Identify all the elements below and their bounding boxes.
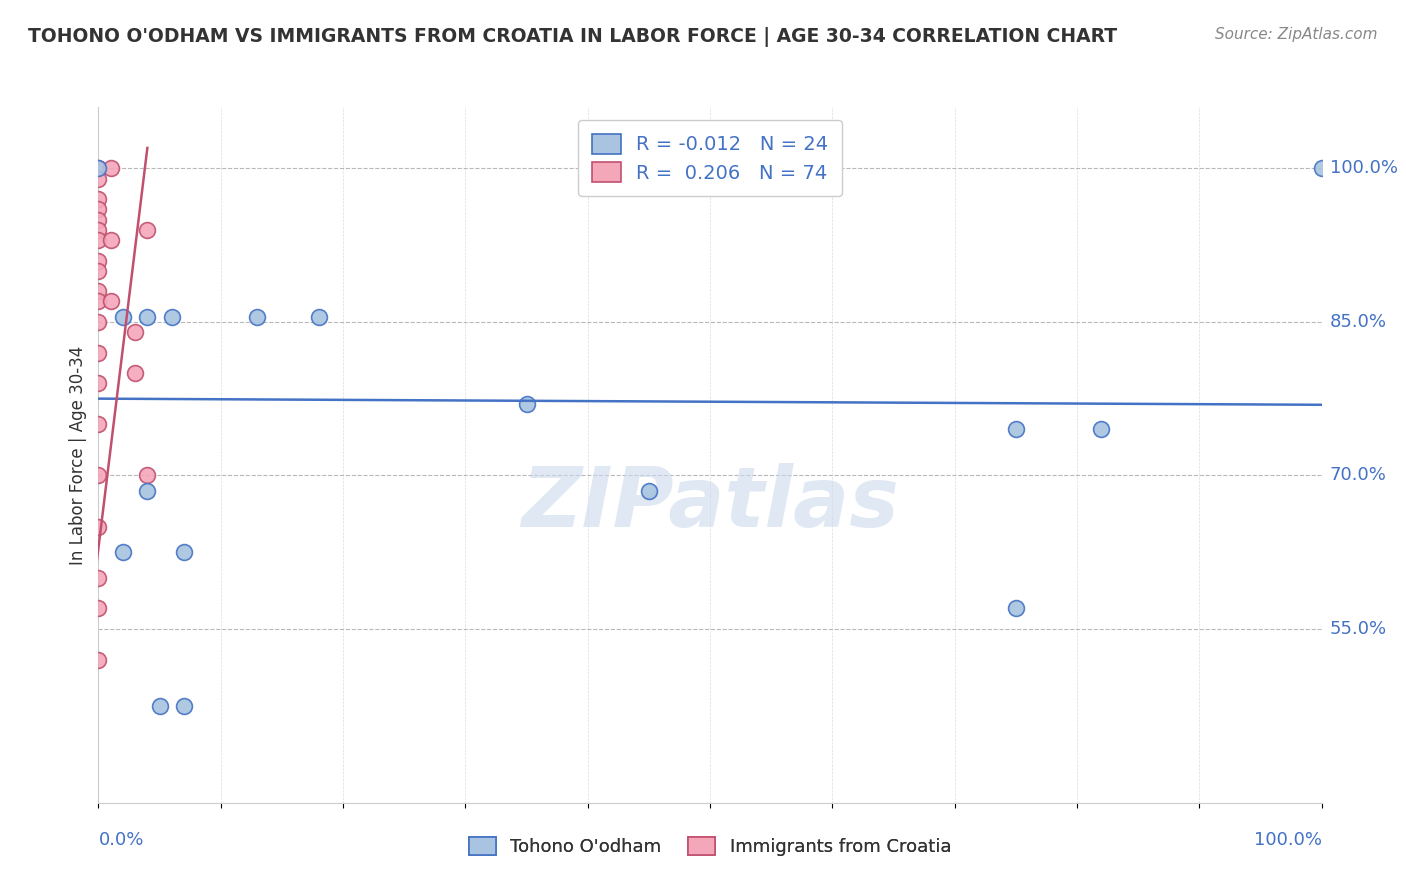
Point [100,161,122,176]
Point [87,264,110,278]
Text: 0.0%: 0.0% [98,830,143,848]
Point [1004,422,1026,436]
Point [87,161,110,176]
Text: 100.0%: 100.0% [1254,830,1322,848]
Legend: Tohono O'odham, Immigrants from Croatia: Tohono O'odham, Immigrants from Croatia [461,830,959,863]
Point [87,345,110,359]
Point [124,325,146,339]
Point [1310,161,1333,176]
Point [100,233,122,247]
Point [87,519,110,533]
Point [87,284,110,298]
Point [136,468,159,483]
Point [87,417,110,432]
Point [87,294,110,309]
Point [87,315,110,329]
Point [124,366,146,380]
Point [87,376,110,391]
Point [87,171,110,186]
Y-axis label: In Labor Force | Age 30-34: In Labor Force | Age 30-34 [69,345,87,565]
Text: Source: ZipAtlas.com: Source: ZipAtlas.com [1215,27,1378,42]
Point [246,310,269,324]
Point [87,161,110,176]
Point [136,223,159,237]
Point [87,212,110,227]
Point [136,483,159,498]
Point [87,601,110,615]
Point [308,310,330,324]
Point [1090,422,1112,436]
Point [1004,601,1026,615]
Point [111,310,134,324]
Point [87,468,110,483]
Text: 85.0%: 85.0% [1330,313,1386,331]
Text: TOHONO O'ODHAM VS IMMIGRANTS FROM CROATIA IN LABOR FORCE | AGE 30-34 CORRELATION: TOHONO O'ODHAM VS IMMIGRANTS FROM CROATI… [28,27,1118,46]
Point [87,652,110,666]
Text: ZIPatlas: ZIPatlas [522,463,898,544]
Text: 70.0%: 70.0% [1330,467,1386,484]
Text: 55.0%: 55.0% [1330,620,1388,638]
Point [87,202,110,217]
Point [111,545,134,559]
Point [515,397,537,411]
Point [149,698,172,713]
Point [87,233,110,247]
Point [87,253,110,268]
Point [100,294,122,309]
Text: 100.0%: 100.0% [1330,160,1398,178]
Point [173,545,195,559]
Point [160,310,183,324]
Point [173,698,195,713]
Point [637,483,661,498]
Point [87,223,110,237]
Point [87,192,110,206]
Point [136,310,159,324]
Point [87,571,110,585]
